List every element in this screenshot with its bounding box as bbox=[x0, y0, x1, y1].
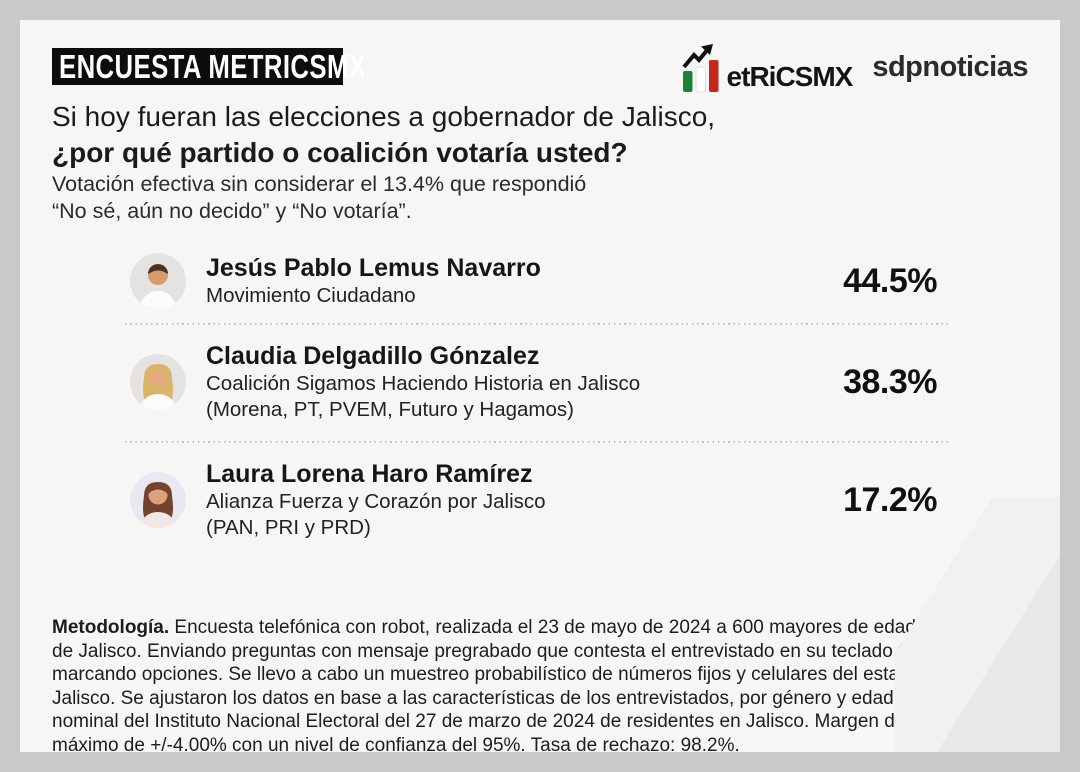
metricsmx-flag-chart-icon bbox=[682, 44, 719, 93]
candidate-party: Alianza Fuerza y Corazón por Jalisco bbox=[206, 490, 546, 513]
headline-badge: ENCUESTA METRICSMX bbox=[52, 48, 366, 85]
flag-bar-red-icon bbox=[708, 60, 719, 92]
question-line-1: Si hoy fueran las elecciones a gobernado… bbox=[52, 101, 716, 132]
candidate-party-2: (Morena, PT, PVEM, Futuro y Hagamos) bbox=[206, 398, 574, 421]
candidate-avatar bbox=[130, 354, 186, 410]
portrait-woman-blonde-icon bbox=[130, 354, 186, 410]
metricsmx-logo: etRiCSMX bbox=[682, 44, 853, 94]
candidate-party-2: (PAN, PRI y PRD) bbox=[206, 516, 371, 539]
candidate-avatar bbox=[130, 253, 186, 309]
candidate-info: Jesús Pablo Lemus Navarro Movimiento Ciu… bbox=[206, 253, 541, 309]
question-note-1: Votación efectiva sin considerar el 13.4… bbox=[52, 172, 587, 196]
row-divider bbox=[125, 323, 948, 325]
candidate-info: Claudia Delgadillo Gónzalez Coalición Si… bbox=[206, 341, 640, 423]
publisher-logos: etRiCSMX sdpnoticias bbox=[682, 44, 1028, 94]
candidate-percent: 17.2% bbox=[843, 480, 937, 519]
portrait-woman-auburn-icon bbox=[130, 472, 186, 528]
poll-card: ENCUESTA METRICSMX etRiCSMX sdpnoticias … bbox=[20, 20, 1060, 756]
flag-bar-white-icon bbox=[695, 66, 706, 93]
question-line-2: ¿por qué partido o coalición votaría ust… bbox=[52, 137, 628, 168]
sdpnoticias-wordmark: sdpnoticias bbox=[872, 50, 1028, 83]
headline-badge-label: ENCUESTA METRICSMX bbox=[59, 47, 367, 86]
metricsmx-wordmark: etRiCSMX bbox=[726, 61, 854, 92]
row-divider bbox=[125, 441, 948, 443]
candidate-party: Coalición Sigamos Haciendo Historia en J… bbox=[206, 372, 641, 395]
candidate-avatar bbox=[130, 472, 186, 528]
methodology-body: Encuesta telefónica con robot, realizada… bbox=[52, 617, 1009, 756]
candidate-party: Movimiento Ciudadano bbox=[206, 284, 416, 307]
candidate-info: Laura Lorena Haro Ramírez Alianza Fuerza… bbox=[206, 459, 546, 541]
flag-bar-green-icon bbox=[682, 71, 693, 92]
candidate-row: Laura Lorena Haro Ramírez Alianza Fuerza… bbox=[130, 459, 937, 541]
candidate-name: Laura Lorena Haro Ramírez bbox=[206, 460, 533, 488]
candidate-row: Jesús Pablo Lemus Navarro Movimiento Ciu… bbox=[130, 253, 937, 309]
candidate-name: Jesús Pablo Lemus Navarro bbox=[206, 254, 541, 282]
candidate-row: Claudia Delgadillo Gónzalez Coalición Si… bbox=[130, 341, 937, 423]
methodology-label: Metodología. bbox=[52, 617, 170, 638]
candidate-name: Claudia Delgadillo Gónzalez bbox=[206, 342, 540, 370]
trend-arrow-line-icon bbox=[682, 47, 710, 69]
question-note-2: “No sé, aún no decido” y “No votaría”. bbox=[52, 199, 412, 223]
poll-question: Si hoy fueran las elecciones a gobernado… bbox=[52, 100, 715, 225]
candidate-percent: 44.5% bbox=[843, 261, 937, 300]
methodology-text: Metodología. Encuesta telefónica con rob… bbox=[52, 616, 1014, 757]
trend-arrow-head-icon bbox=[700, 44, 713, 55]
candidate-percent: 38.3% bbox=[843, 362, 937, 401]
portrait-man-icon bbox=[130, 253, 186, 309]
